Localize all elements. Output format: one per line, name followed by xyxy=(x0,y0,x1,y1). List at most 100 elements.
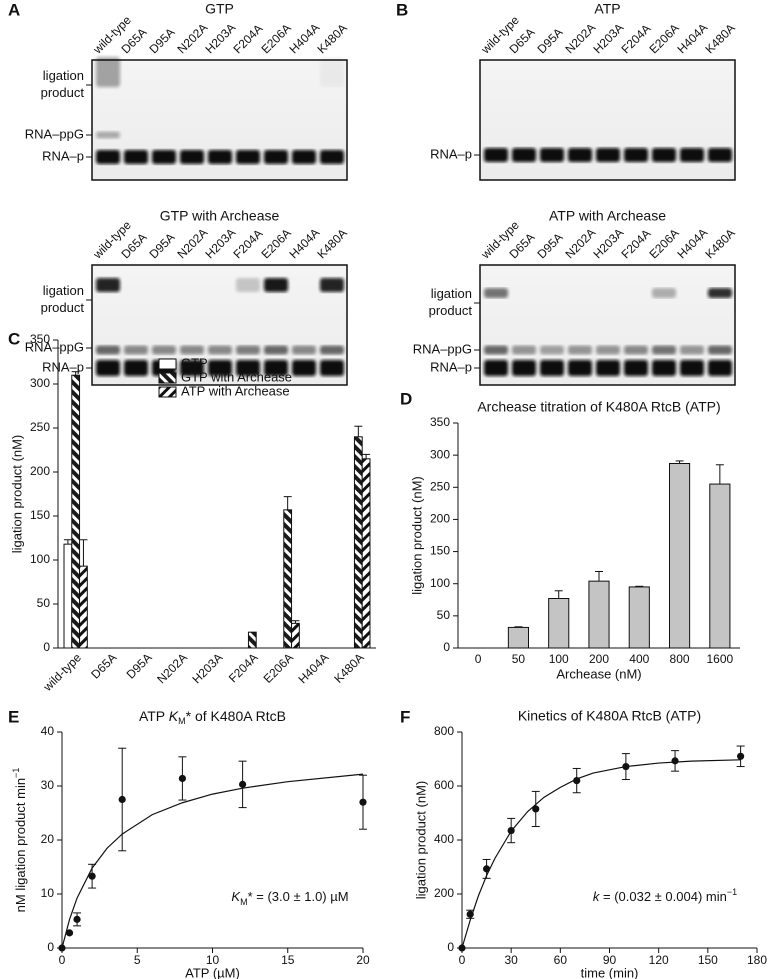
y-tick-label: 30 xyxy=(41,778,55,792)
gel-band xyxy=(236,150,260,164)
lane-label: H404A xyxy=(286,226,322,262)
x-tick-label: 30 xyxy=(504,953,518,967)
x-tick-label: 50 xyxy=(512,652,526,666)
y-tick-label: 0 xyxy=(43,640,50,654)
chart-title: Archease titration of K480A RtcB (ATP) xyxy=(477,399,720,415)
bar xyxy=(628,586,650,649)
legend-swatch xyxy=(158,372,177,384)
gel-band xyxy=(652,148,676,162)
y-tick-label: 600 xyxy=(434,778,454,792)
lane-label: F204A xyxy=(230,226,265,261)
lane-label: N202A xyxy=(562,226,598,262)
gel-band xyxy=(540,345,564,355)
gel-band xyxy=(264,360,288,376)
gel-band xyxy=(320,150,344,164)
y-tick-label: 100 xyxy=(30,552,50,566)
panel-label: F xyxy=(400,707,410,726)
gel-band xyxy=(568,360,592,376)
blot-title: GTP xyxy=(205,1,234,17)
lane-label: D95A xyxy=(534,230,565,261)
x-tick-label: 20 xyxy=(356,953,370,967)
bar xyxy=(71,374,81,649)
gel-band xyxy=(680,360,704,376)
x-tick-label: 180 xyxy=(747,953,767,967)
gel-band xyxy=(568,345,592,355)
data-point xyxy=(178,774,186,783)
data-point xyxy=(622,762,630,771)
gel-band xyxy=(708,288,732,298)
bar xyxy=(709,483,731,649)
gel-band xyxy=(320,278,344,292)
x-tick-label: 800 xyxy=(670,652,690,666)
gel-band xyxy=(596,345,620,355)
lane-label: H404A xyxy=(674,226,710,262)
gel-band xyxy=(512,148,536,162)
data-point xyxy=(118,795,126,804)
gel-band xyxy=(208,150,232,164)
lane-label: K480A xyxy=(314,21,349,56)
gel-band xyxy=(652,288,676,298)
gel-band xyxy=(652,345,676,355)
y-tick-label: 50 xyxy=(37,596,51,610)
lane-label: H203A xyxy=(202,226,238,262)
data-point xyxy=(507,826,515,835)
legend-swatch xyxy=(158,386,177,398)
legend-swatch xyxy=(158,358,177,370)
x-tick-label: 15 xyxy=(281,953,295,967)
lane-label: D95A xyxy=(146,25,177,56)
x-tick-label: wild-type xyxy=(40,650,84,694)
gel-band xyxy=(680,345,704,355)
gel-band xyxy=(96,360,120,376)
data-point xyxy=(65,929,74,937)
y-tick-label: 350 xyxy=(430,415,450,429)
y-tick-label: 350 xyxy=(30,332,50,346)
gel-band xyxy=(484,288,508,298)
annotation-part: K xyxy=(231,889,241,904)
x-tick-label: 400 xyxy=(629,652,649,666)
chart-title-part: ATP xyxy=(139,708,169,724)
x-axis-label: ATP (µM) xyxy=(185,965,240,979)
band-label: RNA–ppG xyxy=(25,339,84,354)
gel-band xyxy=(96,131,120,139)
lane-label: N202A xyxy=(174,226,210,262)
blot-title: ATP with Archease xyxy=(549,208,666,224)
x-tick-label: N202A xyxy=(154,650,190,686)
y-tick-label: 150 xyxy=(430,544,450,558)
x-tick-label: H404A xyxy=(296,650,332,686)
y-axis-label: ligation product (nM) xyxy=(409,476,424,595)
bar xyxy=(247,631,257,649)
annotation-part: * = (3.0 ± 1.0) µM xyxy=(248,889,349,904)
x-tick-label: 120 xyxy=(649,953,669,967)
annotation: k = (0.032 ± 0.004) min−1 xyxy=(593,887,737,904)
y-tick-label: 0 xyxy=(447,940,454,954)
y-axis-label-part: nM ligation product min xyxy=(13,778,28,912)
gel-band xyxy=(96,345,120,355)
gel-band xyxy=(320,360,344,376)
y-tick-label: 0 xyxy=(443,640,450,654)
data-point xyxy=(88,872,96,880)
gel-band xyxy=(124,360,148,376)
gel-band xyxy=(236,278,260,292)
bar xyxy=(291,622,300,649)
gel-band xyxy=(96,57,120,87)
x-tick-label: H203A xyxy=(190,650,226,686)
data-point xyxy=(458,944,466,952)
gel-band xyxy=(596,148,620,162)
fit-curve xyxy=(461,759,741,949)
y-tick-label: 200 xyxy=(30,464,50,478)
blot-title: ATP xyxy=(594,1,620,17)
data-point xyxy=(482,865,491,873)
bar xyxy=(548,598,570,649)
gel-band xyxy=(568,148,592,162)
lane-label: E206A xyxy=(646,226,681,261)
data-point xyxy=(573,777,581,785)
y-tick-label: 20 xyxy=(41,832,55,846)
lane-label: H203A xyxy=(590,226,626,262)
gel-band xyxy=(484,345,508,355)
data-point xyxy=(532,805,540,813)
gel-band xyxy=(708,360,732,376)
gel-band xyxy=(180,345,204,355)
gel-band xyxy=(484,360,508,376)
panel-label: A xyxy=(8,0,20,19)
y-tick-label: 50 xyxy=(437,608,451,622)
